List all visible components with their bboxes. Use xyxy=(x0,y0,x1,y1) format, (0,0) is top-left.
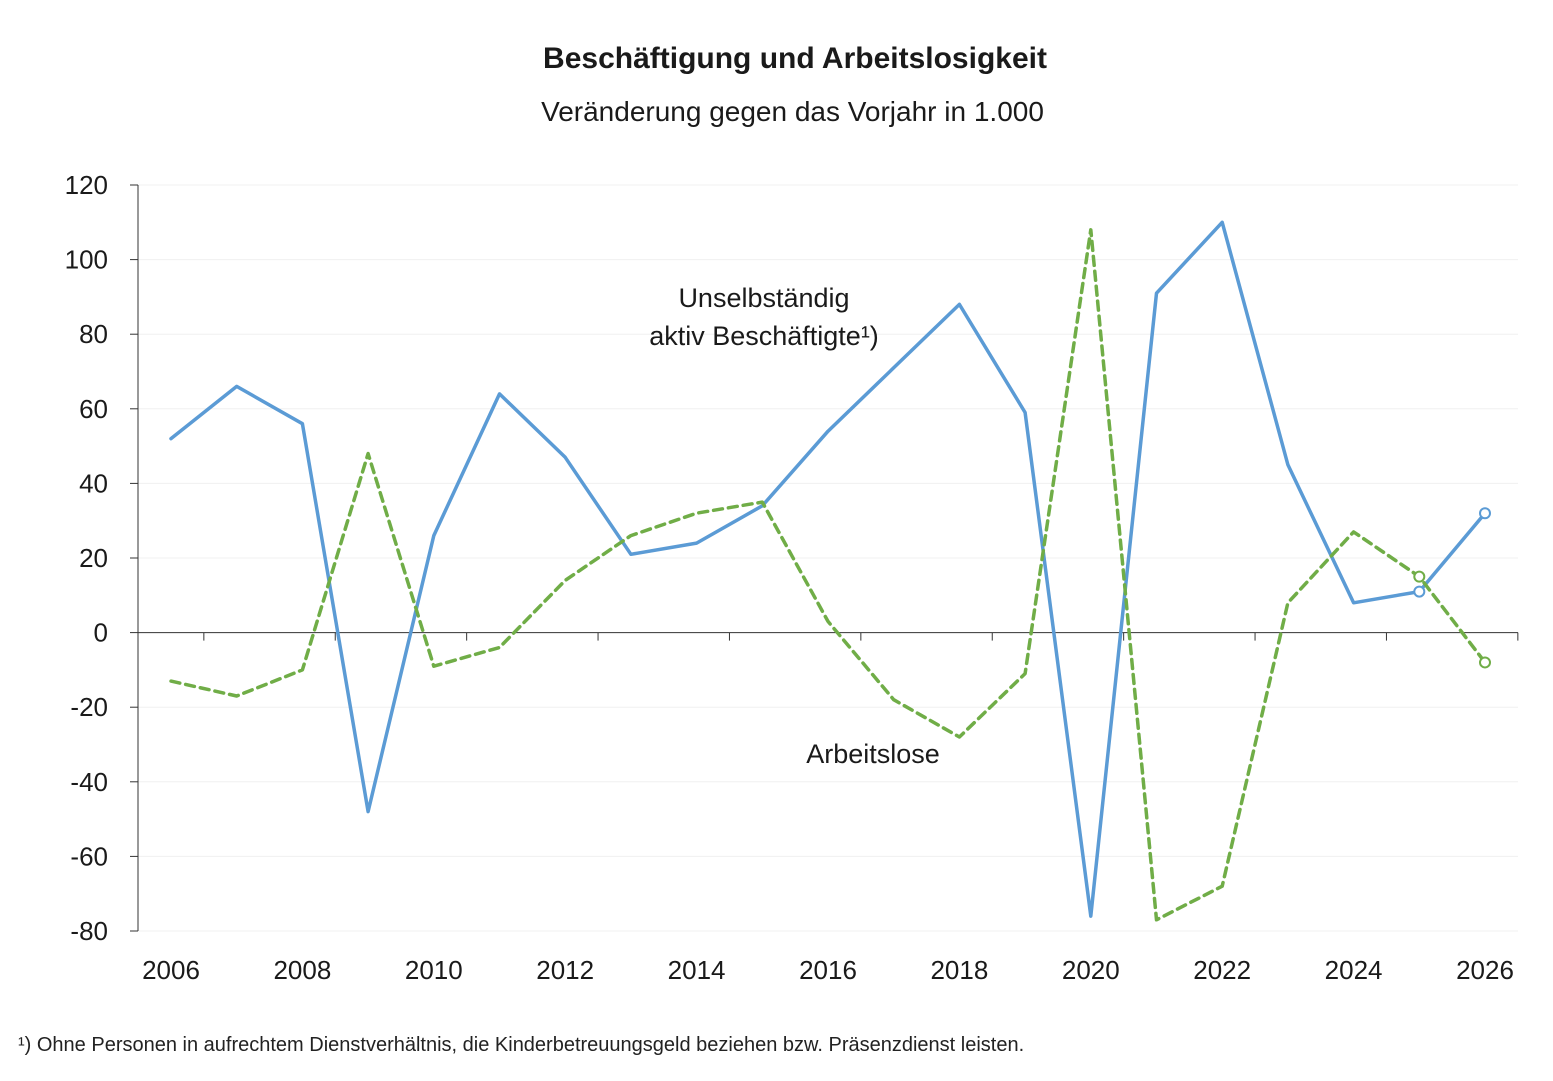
x-tick-label: 2020 xyxy=(1062,955,1120,985)
chart-title: Beschäftigung und Arbeitslosigkeit xyxy=(543,42,1047,75)
y-tick-label: 40 xyxy=(79,468,108,498)
x-tick-label: 2024 xyxy=(1325,955,1383,985)
axes: 120 100 80 60 40 20 0 -20 -40 -60 -80 2006 2008 2010 2… xyxy=(65,170,1519,985)
x-tick-label: 2022 xyxy=(1193,955,1251,985)
y-tick-label: -40 xyxy=(70,767,108,797)
y-tick-label: -80 xyxy=(70,916,108,946)
series-lines xyxy=(169,220,1491,922)
x-tick-label: 2012 xyxy=(536,955,594,985)
line-chart: 120 100 80 60 40 20 0 -20 -40 -60 -80 2006 2008 2010 2… xyxy=(65,170,1519,985)
y-tick-label: 80 xyxy=(79,319,108,349)
series-labels: Unselbständig aktiv Beschäftigte¹) Arbeits… xyxy=(649,283,940,769)
x-tick-label: 2026 xyxy=(1456,955,1514,985)
x-tick-label: 2008 xyxy=(273,955,331,985)
forecast-point xyxy=(1413,570,1426,583)
forecast-point xyxy=(1479,507,1491,520)
series-label: Unselbständig xyxy=(678,283,849,313)
y-tick-label: 100 xyxy=(65,245,108,275)
forecast-point xyxy=(1413,585,1426,598)
y-tick-label: 60 xyxy=(79,394,108,424)
series-label: aktiv Beschäftigte¹) xyxy=(649,321,879,351)
grid-lines xyxy=(138,184,1518,932)
y-tick-label: -60 xyxy=(70,841,108,871)
y-tick-label: 0 xyxy=(94,618,108,648)
x-tick-label: 2018 xyxy=(930,955,988,985)
y-tick-label: 20 xyxy=(79,543,108,573)
x-tick-label: 2010 xyxy=(405,955,463,985)
series-label: Arbeitslose xyxy=(806,739,940,769)
footnote: ¹) Ohne Personen in aufrechtem Dienstver… xyxy=(18,1034,1025,1056)
series-line-arbeitslose xyxy=(169,228,1487,922)
x-tick-label: 2014 xyxy=(668,955,726,985)
y-tick-label: -20 xyxy=(70,692,108,722)
chart-subtitle: Veränderung gegen das Vorjahr in 1.000 xyxy=(541,96,1044,127)
x-tick-label: 2006 xyxy=(142,955,200,985)
x-tick-label: 2016 xyxy=(799,955,857,985)
forecast-point xyxy=(1479,656,1491,669)
series-line-beschaeftigte xyxy=(169,220,1487,918)
y-tick-label: 120 xyxy=(65,170,108,200)
